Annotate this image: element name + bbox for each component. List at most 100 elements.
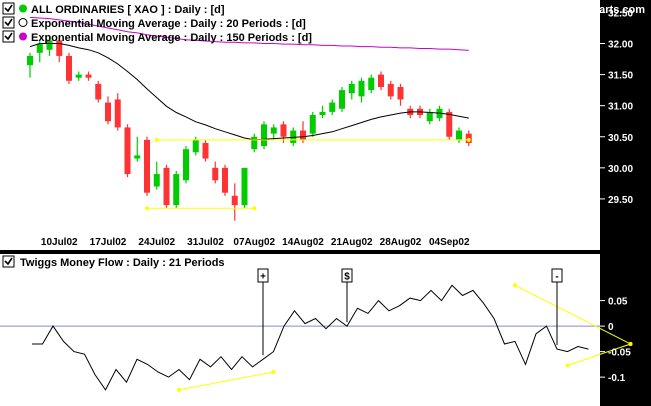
candle [446,108,453,140]
tmf-line [32,284,589,391]
candle [183,146,189,184]
y-tick-label: 31.50 [608,71,633,82]
candle-body [251,136,258,150]
check-icon[interactable] [2,255,15,268]
candle [231,183,238,221]
candle-body [222,167,228,193]
ema150-line [29,16,469,51]
candle-body [144,139,150,193]
candle [378,71,384,91]
candle [280,121,287,143]
ema20-line [29,43,469,141]
check-icon[interactable] [2,16,15,29]
price-plot [27,16,472,221]
candle-body [280,124,287,137]
candle-body [36,43,43,53]
y-tick-label: 0.05 [608,297,628,308]
candle [339,87,345,112]
signal-label: - [555,272,558,283]
candle-body [387,83,394,97]
y-tick-label: 30.50 [608,133,633,144]
x-tick-label: 14Aug02 [282,237,324,248]
candle [456,127,462,143]
y-tick-label: 30.00 [608,164,633,175]
candle [56,37,63,63]
candle-body [46,40,53,50]
candle [202,139,209,162]
price-legend: ALL ORDINARIES [ XAO ] : Daily : [d] Exp… [2,2,312,44]
check-icon[interactable] [2,30,15,43]
candle [348,80,355,100]
candle-body [290,130,297,143]
candle-body [446,111,453,137]
candle [426,108,433,125]
candle-body [56,40,63,56]
signal-label: $ [344,272,350,283]
candle-body [27,55,33,66]
tmf-trendline [514,284,631,345]
indicator-panel [0,254,600,406]
candle [270,124,277,140]
candle-body [173,174,180,206]
candle-body [192,139,199,153]
dot-icon [19,32,27,41]
signal-marker[interactable]: $ [341,268,353,323]
candle-body [66,55,72,81]
candle-body [329,102,336,112]
candle [144,136,150,196]
candle [153,161,160,190]
candle [241,167,248,209]
trendline-marker [271,370,276,375]
candle-body [368,77,375,91]
site-label[interactable]: www.incrediblecharts.com [505,4,645,16]
candle-body [241,167,248,206]
candle [27,52,33,78]
candle [46,37,53,56]
signal-marker[interactable]: - [551,268,563,346]
candle-body [75,74,82,78]
signal-label: + [260,272,266,283]
candle [212,161,219,184]
candle [105,96,111,125]
candle [397,83,404,106]
x-tick-label: 31Jul02 [187,237,224,248]
signal-marker[interactable]: + [257,268,269,356]
x-tick-label: 17Jul02 [90,237,127,248]
y-tick-label: 32.00 [608,40,633,51]
dot-icon [19,4,27,13]
candle [66,52,72,84]
candle [75,71,82,81]
candle-body [300,130,306,140]
candle-body [183,149,189,181]
trendline-marker [565,363,570,368]
trendline-marker [513,283,517,288]
x-tick-label: 04Sep02 [429,237,470,248]
candle-body [85,74,92,78]
trendline-marker [466,137,471,142]
candle [95,80,102,103]
candle [124,124,131,178]
candle [114,93,121,131]
candle-body [105,102,111,122]
candle [134,136,141,162]
trendline-marker [252,206,257,211]
trendline-marker [628,341,633,346]
candle [368,74,375,94]
candle [319,105,326,119]
candle-body [319,111,326,115]
candle-body [378,74,384,88]
candle [300,121,306,143]
trendline-marker [145,206,149,211]
candle-body [309,115,316,134]
price-panel [0,0,600,250]
check-icon[interactable] [2,2,15,15]
y-tick-label: 32.50 [608,8,633,19]
tmf-trendline [567,343,631,366]
candle-body [358,80,365,97]
x-tick-label: 24Jul02 [138,237,175,248]
legend-ema150: Exponential Moving Average : Daily : 150… [31,32,312,44]
candle-body [114,99,121,128]
candle-body [124,127,131,175]
candle [329,99,336,115]
candle-body [163,167,170,206]
